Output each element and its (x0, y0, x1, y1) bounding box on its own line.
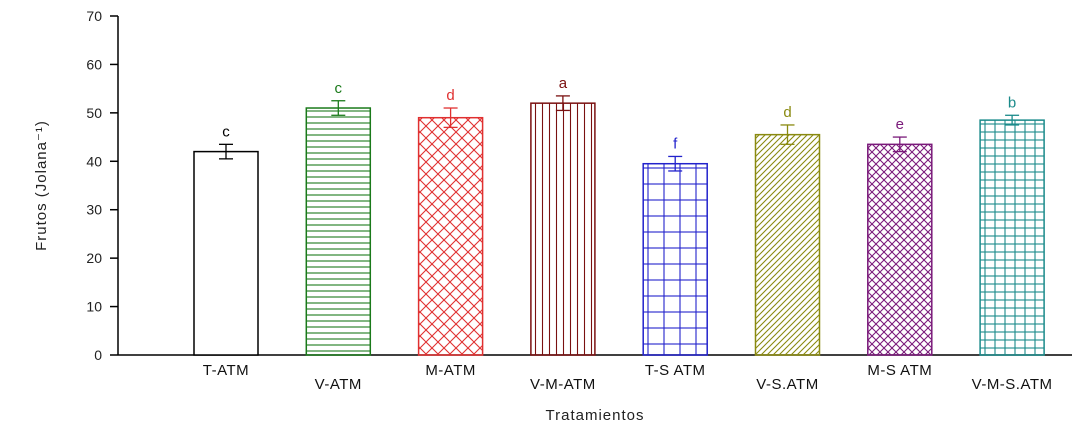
significance-letter: b (1008, 94, 1016, 111)
x-tick-label: V-ATM (315, 376, 362, 393)
y-axis-title: Frutos (Jolana⁻¹) (33, 120, 50, 251)
x-tick-label: V-S.ATM (756, 376, 818, 393)
y-tick-label: 0 (94, 347, 102, 363)
y-tick-label: 20 (86, 250, 102, 266)
significance-letter: c (222, 123, 230, 140)
x-tick-label: V-M-S.ATM (972, 376, 1053, 393)
significance-letter: d (446, 87, 454, 104)
bar (754, 133, 821, 356)
y-tick-label: 70 (86, 8, 102, 24)
x-tick-label: V-M-ATM (530, 376, 596, 393)
error-bar (892, 136, 907, 153)
x-tick-label: M-S ATM (867, 362, 932, 379)
y-tick-label: 40 (86, 153, 102, 169)
error-bar (1005, 114, 1020, 126)
category-labels: T-ATM V-ATM M-ATM V-M-ATM T-S ATM V-S.ATM M-S … (203, 362, 1053, 393)
x-axis-title: Tratamientos (546, 407, 645, 424)
bar (193, 150, 259, 356)
bar (867, 143, 933, 356)
error-bar (443, 107, 458, 129)
significance-letter: a (559, 75, 568, 92)
error-bar (668, 155, 683, 172)
error-bar (219, 143, 233, 160)
y-tick-label: 10 (86, 299, 102, 315)
y-tick-label: 30 (86, 202, 102, 218)
significance-letter: c (335, 80, 343, 97)
significance-letter: f (673, 135, 678, 152)
x-tick-label: M-ATM (425, 362, 476, 379)
significance-labels: c c d a f d e b (222, 75, 1016, 153)
y-ticks: 0 10 20 30 40 50 60 70 (86, 8, 118, 363)
significance-letter: d (783, 104, 791, 121)
x-tick-label: T-S ATM (645, 362, 706, 379)
bar (530, 102, 596, 356)
bars (193, 102, 1045, 356)
error-bar (331, 100, 346, 116)
bar (305, 107, 372, 356)
error-bar (555, 95, 570, 112)
y-tick-label: 50 (86, 105, 102, 121)
bar (979, 119, 1045, 356)
bar (642, 162, 708, 356)
error-bar (780, 124, 795, 145)
significance-letter: e (896, 116, 904, 133)
y-tick-label: 60 (86, 56, 102, 72)
bar (417, 116, 484, 356)
error-bars (219, 95, 1020, 172)
x-tick-label: T-ATM (203, 362, 249, 379)
